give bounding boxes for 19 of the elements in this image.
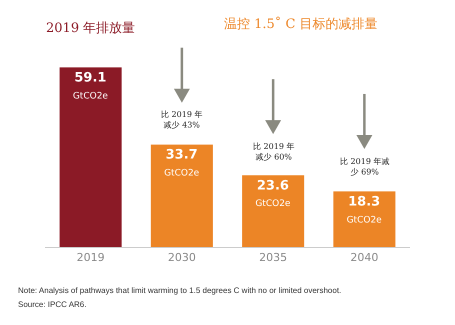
bar <box>242 175 304 247</box>
annotation: 比 2019 年减少 69% <box>340 157 390 176</box>
chart-subtitle: 温控 1.5˚ C 目标的减排量 <box>224 16 378 32</box>
text: Note: Analysis of pathways that limit warming to 1.5 degrees C with no or limited overshoot. <box>18 286 342 295</box>
x-tick-label: 2019 <box>76 251 105 264</box>
chart-title: 2019 年排放量 <box>46 21 136 36</box>
bar <box>60 67 122 247</box>
data-label: 23.6 GtCO2e <box>255 178 291 210</box>
x-tick-label: 2040 <box>350 251 378 264</box>
x-tick-label: 2035 <box>259 251 288 264</box>
annotation: 比 2019 年减少 43% <box>161 110 202 130</box>
annotation: 比 2019 年减少 60% <box>253 142 294 162</box>
bar <box>150 144 213 247</box>
bar <box>333 191 396 247</box>
x-tick-label: 2030 <box>168 251 196 264</box>
data-label: 59.1 GtCO2e <box>72 70 108 102</box>
data-label: 18.3 GtCO2e <box>346 194 382 226</box>
source-note: Source: IPCC AR6. <box>18 300 86 309</box>
data-label: 33.7 GtCO2e <box>164 148 200 178</box>
